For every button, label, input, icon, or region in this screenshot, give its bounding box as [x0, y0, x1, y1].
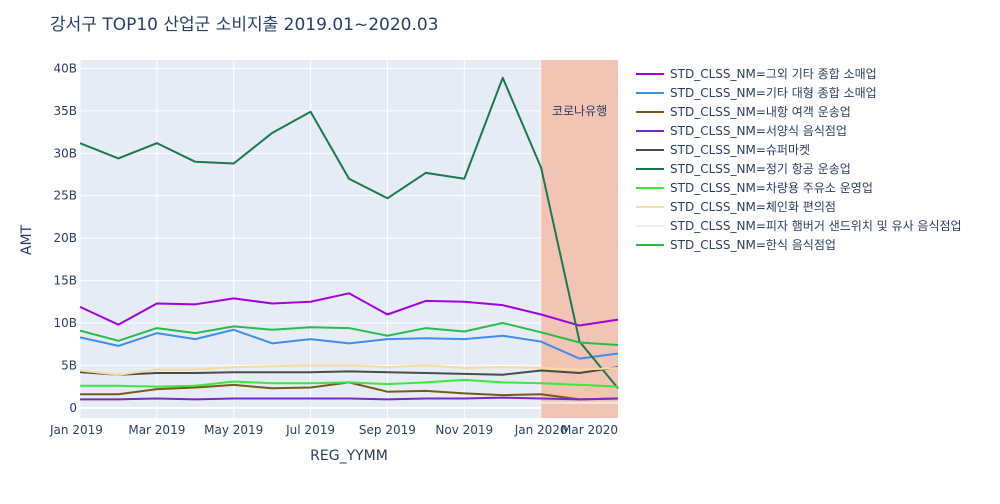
legend-item-9[interactable]: STD_CLSS_NM=한식 음식점업: [636, 238, 836, 252]
legend-item-6[interactable]: STD_CLSS_NM=차량용 주유소 운영업: [636, 181, 873, 195]
x-tick-label: Sep 2019: [359, 423, 416, 437]
y-tick-label: 10B: [53, 316, 77, 330]
legend-item-2[interactable]: STD_CLSS_NM=내항 여객 운송업: [636, 105, 851, 119]
legend-item-0[interactable]: STD_CLSS_NM=그외 기타 종합 소매업: [636, 67, 877, 81]
y-tick-label: 0: [69, 401, 77, 415]
legend-label: STD_CLSS_NM=슈퍼마켓: [670, 143, 810, 157]
highlight-layer[interactable]: 코로나유행: [541, 60, 618, 418]
x-tick-label: Jan 2019: [49, 423, 103, 437]
legend-item-4[interactable]: STD_CLSS_NM=슈퍼마켓: [636, 143, 810, 157]
legend-item-3[interactable]: STD_CLSS_NM=서양식 음식점업: [636, 124, 847, 138]
legend-item-5[interactable]: STD_CLSS_NM=정기 항공 운송업: [636, 162, 851, 176]
legend-item-8[interactable]: STD_CLSS_NM=피자 햄버거 샌드위치 및 유사 음식점업: [636, 219, 962, 233]
x-tick-label: May 2019: [204, 423, 263, 437]
legend-label: STD_CLSS_NM=차량용 주유소 운영업: [670, 181, 873, 195]
legend-label: STD_CLSS_NM=기타 대형 종합 소매업: [670, 86, 877, 100]
grid-layer: [79, 60, 619, 418]
legend-label: STD_CLSS_NM=피자 햄버거 샌드위치 및 유사 음식점업: [670, 219, 962, 233]
legend-label: STD_CLSS_NM=내항 여객 운송업: [670, 105, 851, 119]
legend: STD_CLSS_NM=그외 기타 종합 소매업 STD_CLSS_NM=기타 대…: [636, 67, 962, 252]
series-line-9[interactable]: [79, 321, 619, 347]
y-tick-label: 15B: [53, 274, 77, 288]
highlight-label: 코로나유행: [552, 103, 607, 118]
y-tick-label: 5B: [61, 358, 77, 372]
y-tick-label: 30B: [53, 146, 77, 160]
legend-item-7[interactable]: STD_CLSS_NM=체인화 편의점: [636, 200, 836, 214]
axis-layer: Jan 2019 Mar 2019 May 2019 Jul 2019 Sep 2019…: [49, 61, 618, 437]
legend-label: STD_CLSS_NM=한식 음식점업: [670, 238, 836, 252]
series-line-5[interactable]: [79, 76, 619, 389]
series-line-4[interactable]: [79, 366, 619, 376]
y-axis-title: AMT: [19, 224, 35, 255]
series-line-0[interactable]: [79, 292, 619, 327]
series-line-1[interactable]: [79, 328, 619, 360]
plot-background: [80, 60, 618, 418]
legend-label: STD_CLSS_NM=서양식 음식점업: [670, 124, 847, 138]
x-tick-label: Mar 2019: [128, 423, 185, 437]
chart-title: 강서구 TOP10 산업군 소비지출 2019.01~2020.03: [50, 15, 439, 35]
x-tick-label: Mar 2020: [561, 423, 618, 437]
x-axis-title: REG_YYMM: [310, 448, 388, 464]
legend-label: STD_CLSS_NM=체인화 편의점: [670, 200, 836, 214]
legend-label: STD_CLSS_NM=그외 기타 종합 소매업: [670, 67, 877, 81]
legend-item-1[interactable]: STD_CLSS_NM=기타 대형 종합 소매업: [636, 86, 877, 100]
y-tick-label: 35B: [53, 104, 77, 118]
legend-label: STD_CLSS_NM=정기 항공 운송업: [670, 162, 851, 176]
y-tick-label: 25B: [53, 189, 77, 203]
y-tick-label: 40B: [53, 61, 77, 75]
series-line-8[interactable]: [80, 400, 618, 404]
x-tick-label: Jul 2019: [285, 423, 335, 437]
series-line-7[interactable]: [79, 364, 619, 376]
series-line-3[interactable]: [80, 396, 619, 401]
series-line-6[interactable]: [80, 378, 619, 388]
x-tick-label: Nov 2019: [435, 423, 493, 437]
series-layer: [79, 76, 619, 404]
y-tick-label: 20B: [53, 231, 77, 245]
x-tick-label: Jan 2020: [514, 423, 568, 437]
